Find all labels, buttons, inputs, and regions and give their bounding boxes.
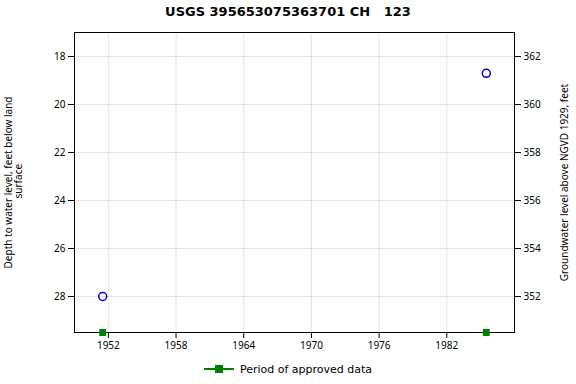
svg-text:352: 352 (524, 289, 541, 303)
svg-text:Depth to water level, feet bel: Depth to water level, feet below land su… (1, 97, 25, 269)
svg-text:18: 18 (54, 49, 66, 63)
html-text:USGS 395653075363701 CH 123: USGS 395653075363701 CH 123 (165, 4, 411, 19)
svg-text:24: 24 (54, 193, 66, 207)
svg-text:358: 358 (524, 145, 541, 159)
svg-text:360: 360 (524, 97, 541, 111)
svg-text:1976: 1976 (368, 338, 391, 352)
svg-text:362: 362 (524, 49, 541, 63)
svg-text:1952: 1952 (97, 338, 120, 352)
svg-text:22: 22 (54, 145, 66, 159)
svg-text:26: 26 (54, 241, 66, 255)
svg-text:Groundwater level above NGVD 1: Groundwater level above NGVD 1929, feet (557, 83, 571, 281)
svg-text:1964: 1964 (232, 338, 255, 352)
svg-text:354: 354 (524, 241, 541, 255)
svg-text:1982: 1982 (435, 338, 458, 352)
svg-text:20: 20 (54, 97, 66, 111)
html-text:Period of approved data: Period of approved data (239, 362, 373, 376)
svg-text:1958: 1958 (165, 338, 188, 352)
svg-text:356: 356 (524, 193, 541, 207)
svg-text:1970: 1970 (300, 338, 323, 352)
svg-text:28: 28 (54, 289, 66, 303)
